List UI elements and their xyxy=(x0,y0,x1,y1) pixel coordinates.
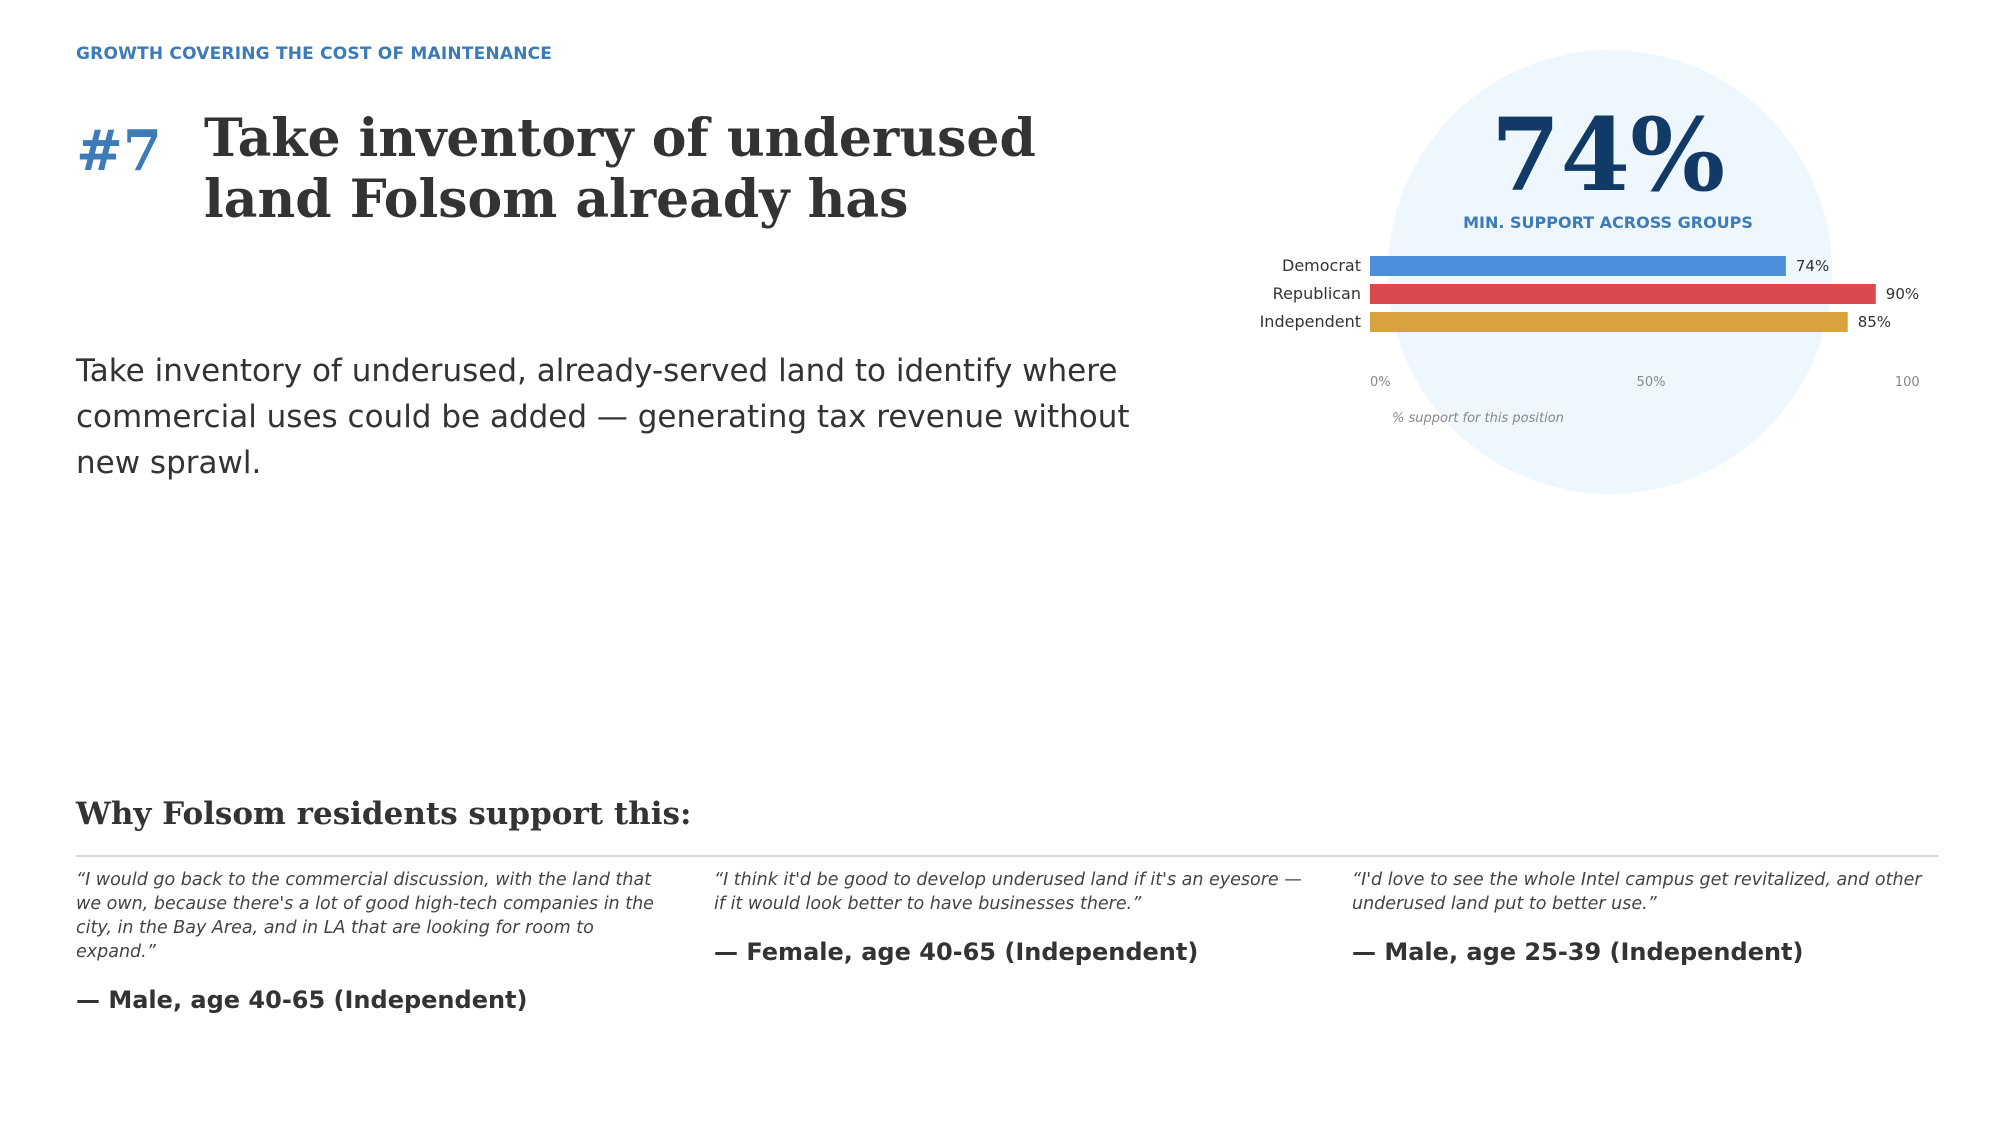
section-label: GROWTH COVERING THE COST OF MAINTENANCE xyxy=(76,44,553,64)
item-number: #7 xyxy=(76,118,162,184)
tick-label: 0% xyxy=(1370,375,1391,390)
page-title: Take inventory of underused land Folsom … xyxy=(204,108,1036,230)
quote-card: “I would go back to the commercial discu… xyxy=(76,868,666,1014)
category-label: Independent xyxy=(1260,312,1361,331)
value-label: 74% xyxy=(1796,257,1829,275)
divider xyxy=(76,855,1938,857)
category-label: Democrat xyxy=(1282,256,1361,275)
bar-democrat xyxy=(1370,256,1786,276)
x-axis-label: % support for this position xyxy=(1392,411,1564,426)
quote-text: “I'd love to see the whole Intel campus … xyxy=(1352,870,1922,914)
value-label: 85% xyxy=(1858,313,1891,331)
quote-text: “I think it'd be good to develop underus… xyxy=(714,870,1302,914)
stat-caption: MIN. SUPPORT ACROSS GROUPS xyxy=(1463,213,1753,232)
tick-label: 50% xyxy=(1637,375,1666,390)
stat-value: 74% xyxy=(1491,96,1725,214)
quote-attribution: — Male, age 25-39 (Independent) xyxy=(1352,938,1804,966)
bar-republican xyxy=(1370,284,1876,304)
tick-label: 100% xyxy=(1895,375,1920,390)
support-heading: Why Folsom residents support this: xyxy=(76,796,692,832)
quote-card: “I think it'd be good to develop underus… xyxy=(714,868,1304,966)
bar-independent xyxy=(1370,312,1848,332)
category-label: Republican xyxy=(1273,284,1361,303)
description: Take inventory of underused, already-ser… xyxy=(76,353,1130,481)
quote-card: “I'd love to see the whole Intel campus … xyxy=(1352,868,1942,966)
value-label: 90% xyxy=(1886,285,1919,303)
support-chart-svg: 74% MIN. SUPPORT ACROSS GROUPS Democrat 7… xyxy=(1260,50,1920,494)
quote-attribution: — Male, age 40-65 (Independent) xyxy=(76,986,528,1014)
quote-text: “I would go back to the commercial discu… xyxy=(76,870,654,962)
bars-layer: Democrat 74% Republican 90% Independent 85% 0%… xyxy=(1260,256,1920,390)
quote-attribution: — Female, age 40-65 (Independent) xyxy=(714,938,1199,966)
support-chart: 74% MIN. SUPPORT ACROSS GROUPS Democrat 7… xyxy=(1200,40,1920,510)
